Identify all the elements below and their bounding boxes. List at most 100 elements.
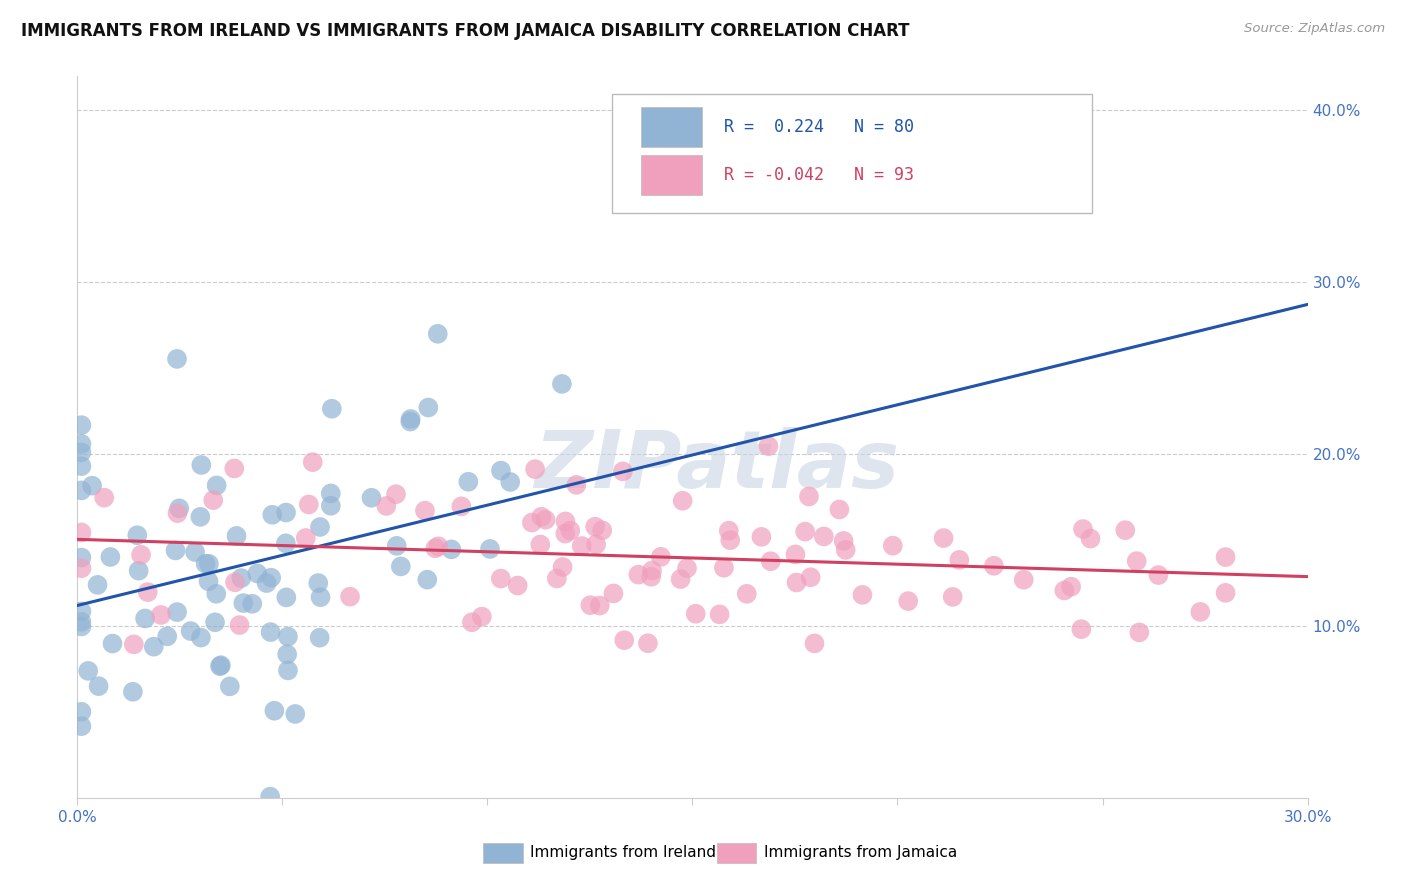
Point [1060,580,1083,594]
Point [260,571,283,585]
Point [93,491,115,505]
Point [202,493,225,508]
Point [1147,568,1170,582]
Point [274,536,297,550]
Point [440,542,463,557]
Point [190,509,212,524]
Point [294,531,316,545]
Point [589,599,612,613]
Point [197,574,219,589]
Point [70,561,93,575]
Point [246,566,269,581]
Point [759,554,782,568]
Point [461,615,484,630]
FancyBboxPatch shape [641,107,703,146]
Text: R =  0.224   N = 80: R = 0.224 N = 80 [724,118,914,136]
Point [284,706,307,721]
Point [82,478,104,492]
Point [165,543,187,558]
Point [319,486,342,500]
Point [1215,586,1237,600]
Point [134,611,156,625]
Point [758,439,780,453]
Text: Immigrants from Ireland: Immigrants from Ireland [530,845,716,860]
Point [735,587,758,601]
Point [70,445,93,459]
Point [489,464,512,478]
Point [70,459,93,474]
Point [785,575,807,590]
Point [232,596,254,610]
Point [385,539,408,553]
Point [942,590,965,604]
Point [70,719,93,733]
Point [813,529,835,543]
Point [1070,622,1092,636]
Point [224,461,246,475]
Point [685,607,707,621]
Point [637,636,659,650]
Point [1080,532,1102,546]
Point [70,550,93,565]
Point [259,789,281,804]
Point [360,491,382,505]
Point [86,578,108,592]
Point [554,515,576,529]
Point [612,464,634,478]
Point [190,631,212,645]
Point [834,542,856,557]
Point [128,564,150,578]
Point [800,570,823,584]
Point [70,525,93,540]
Point [231,571,253,585]
Point [309,520,332,534]
Point [194,557,217,571]
Point [1114,523,1136,537]
Point [205,587,228,601]
Point [180,624,202,638]
Point [828,502,851,516]
Point [427,539,450,553]
Point [641,564,664,578]
Point [932,531,955,545]
Point [150,607,173,622]
Point [851,588,873,602]
Point [450,500,472,514]
Point [228,618,250,632]
Text: R = -0.042   N = 93: R = -0.042 N = 93 [724,166,914,184]
FancyBboxPatch shape [717,843,756,863]
Point [1071,522,1094,536]
Point [479,541,502,556]
Point [308,631,330,645]
Text: ZIPatlas: ZIPatlas [534,427,900,505]
Point [1012,573,1035,587]
Point [529,537,551,551]
Point [339,590,361,604]
Point [70,705,93,719]
Point [127,528,149,542]
Point [882,539,904,553]
Point [190,458,212,472]
Point [718,533,741,548]
Point [122,685,145,699]
Point [319,499,342,513]
Point [298,498,321,512]
Point [709,607,731,622]
Point [224,575,246,590]
Point [413,503,436,517]
Point [640,570,662,584]
Point [583,519,606,533]
Point [156,629,179,643]
Point [457,475,479,489]
Point [240,597,263,611]
Point [426,326,449,341]
Point [669,572,692,586]
Point [276,647,298,661]
Point [277,630,299,644]
Point [676,561,699,575]
Point [650,549,672,564]
Point [672,493,695,508]
Point [627,567,650,582]
Point [579,598,602,612]
Point [751,530,773,544]
